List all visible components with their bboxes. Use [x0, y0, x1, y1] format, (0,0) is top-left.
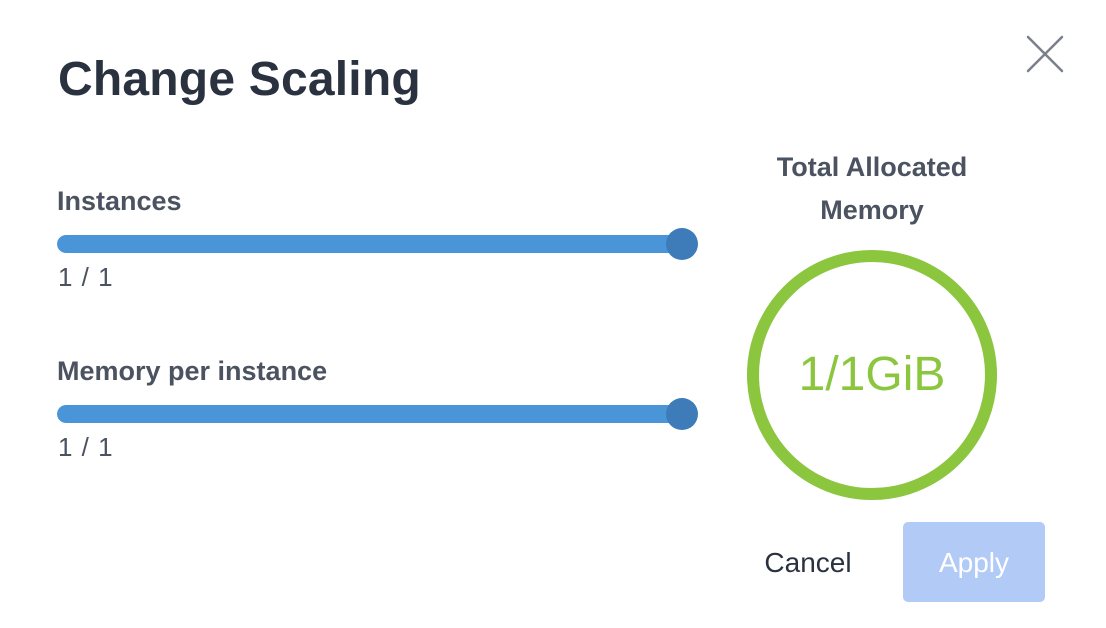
cancel-button[interactable]: Cancel	[748, 540, 868, 584]
memory-slider-fill	[57, 405, 682, 423]
memory-per-instance-label: Memory per instance	[57, 356, 328, 386]
gauge-arc	[747, 250, 997, 500]
total-memory-value: 1/1GiB	[798, 348, 946, 401]
memory-slider-thumb[interactable]	[666, 398, 698, 430]
instances-slider[interactable]	[57, 227, 698, 261]
instances-label: Instances	[57, 186, 182, 216]
instances-slider-thumb[interactable]	[666, 228, 698, 260]
memory-slider-track[interactable]	[57, 405, 682, 423]
instances-value: 1 / 1	[58, 262, 114, 292]
total-memory-heading-line1: Total Allocated	[776, 152, 968, 182]
instances-slider-fill	[57, 235, 682, 253]
dialog-title: Change Scaling	[58, 53, 421, 106]
close-icon[interactable]	[1024, 33, 1066, 75]
instances-slider-track[interactable]	[57, 235, 682, 253]
total-memory-gauge: 1/1GiB	[746, 249, 998, 501]
memory-per-instance-slider[interactable]	[57, 397, 698, 431]
total-memory-heading-line2: Memory	[820, 195, 924, 225]
memory-per-instance-value: 1 / 1	[58, 432, 114, 462]
total-allocated-memory-heading: Total Allocated Memory	[752, 146, 992, 232]
apply-button[interactable]: Apply	[903, 522, 1045, 602]
